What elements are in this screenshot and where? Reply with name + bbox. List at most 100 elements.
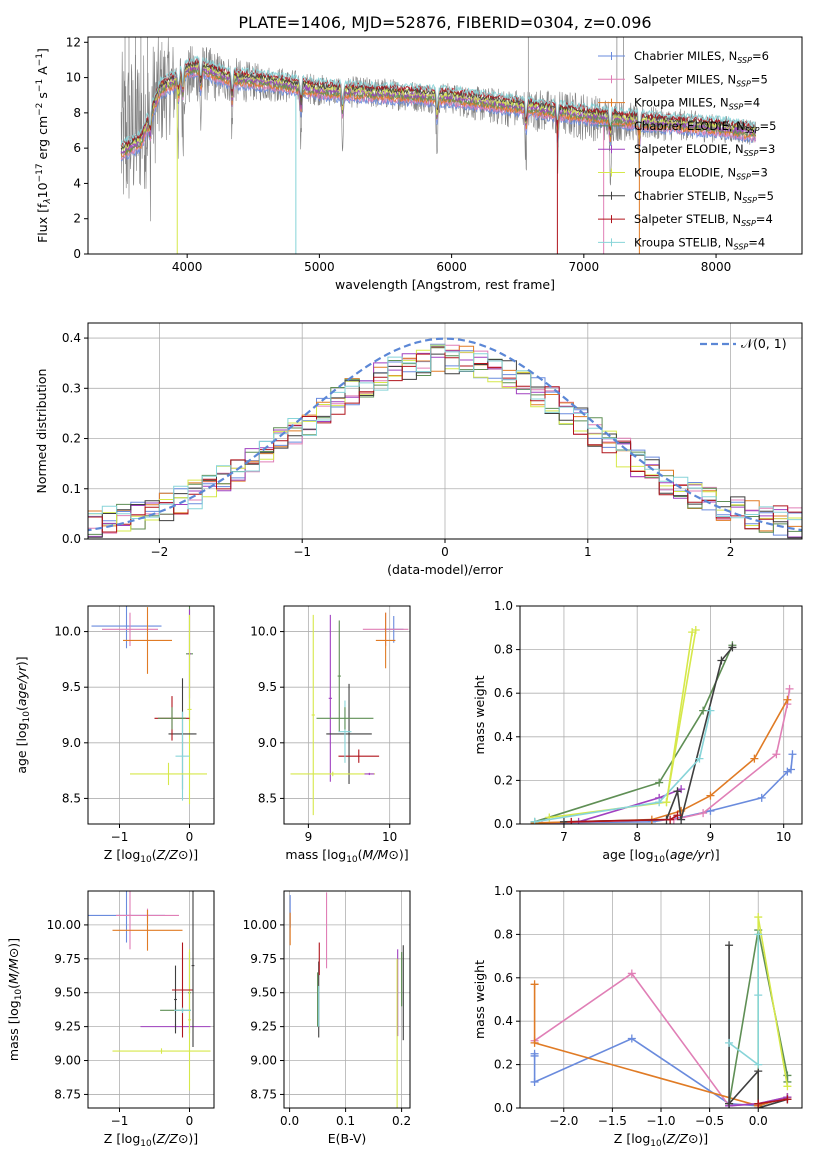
- residuals-ylabel: Normed distribution: [34, 369, 49, 494]
- spectrum-legend: Chabrier MILES, NSSP=6 Salpeter MILES, NS…: [598, 49, 776, 251]
- weight-vs-Z-plot-area: [530, 913, 792, 1108]
- mass-vs-Z-frame: −1 0 8.75 9.00 9.25 9.50 9.75 10.00 Z [log10(Z/Z…: [6, 890, 215, 1149]
- spectrum-ylabel: Flux [fλ10−17 erg cm−2 s−1 A−1]: [35, 48, 53, 243]
- weight-vs-Z-point-marker: [754, 991, 763, 1000]
- residuals-ytick-label: 0.3: [62, 381, 81, 395]
- weight-vs-age-point-marker: [530, 817, 539, 824]
- spectrum-ytick-label: 10: [66, 71, 81, 85]
- weight-vs-age-point-marker: [706, 791, 715, 800]
- legend-label-3: Chabrier ELODIE, NSSP=5: [634, 119, 776, 135]
- weight-vs-age-point-marker: [699, 809, 708, 818]
- mass-vs-EBV-axes: [284, 891, 410, 1108]
- age-vs-mass-ytick-label: 9.5: [258, 680, 277, 694]
- weight-vs-age-ytick-label: 1.0: [494, 599, 513, 613]
- weight-vs-age-point-marker: [706, 706, 715, 715]
- mass-vs-Z-ytick-label: 9.25: [54, 1020, 81, 1034]
- weight-vs-Z-point-marker: [627, 969, 636, 978]
- age-vs-Z-xtick-label: −1: [111, 830, 129, 844]
- mass-vs-EBV-ytick-label: 10.00: [243, 918, 277, 932]
- age-vs-mass-axes: [284, 606, 410, 824]
- normal-legend-label: 𝒩(0, 1): [741, 336, 787, 351]
- weight-vs-Z-xtick-label: −1.0: [646, 1114, 675, 1128]
- legend-label-1: Salpeter MILES, NSSP=5: [634, 72, 768, 88]
- spectrum-axes-frame: [87, 36, 803, 255]
- weight-vs-Z-point-marker: [530, 980, 539, 989]
- mass-vs-Z-ytick-label: 9.00: [54, 1054, 81, 1068]
- mass-vs-Z-ytick-label: 10.00: [47, 918, 81, 932]
- mass-vs-EBV-xtick-label: 0.2: [392, 1114, 411, 1128]
- mass-vs-Z-ylabel: mass [log10(M/M⊙)]: [6, 938, 24, 1061]
- mass-vs-Z-axes-frame: [87, 890, 215, 1109]
- mass-vs-Z-ytick-label: 8.75: [54, 1087, 81, 1101]
- mass-vs-EBV-ytick-label: 9.00: [250, 1054, 277, 1068]
- residuals-ytick-label: 0.2: [62, 432, 81, 446]
- age-vs-mass-axes-frame: [283, 605, 411, 825]
- spectrum-xtick-label: 7000: [569, 260, 600, 274]
- spectrum-xtick-label: 6000: [436, 260, 467, 274]
- age-vs-Z-xlabel: Z [log10(Z/Z⊙)]: [104, 847, 198, 865]
- weight-vs-age-xlabel: age [log10(age/yr)]: [602, 847, 719, 865]
- residuals-xlabel: (data-model)/error: [387, 562, 504, 577]
- residuals-xtick-label: 2: [727, 545, 735, 559]
- mass-vs-Z-xtick-label: 0: [186, 1114, 194, 1128]
- mass-vs-Z-ytick-label: 9.75: [54, 952, 81, 966]
- weight-vs-Z-point-marker: [783, 1082, 792, 1091]
- residuals-axes: [88, 323, 802, 540]
- spectrum-ytick-label: 6: [73, 141, 81, 155]
- weight-vs-Z-point-marker: [783, 1095, 792, 1104]
- residual-hist-8: [88, 345, 802, 535]
- weight-vs-age-point-marker: [662, 798, 671, 807]
- spectrum-ytick-label: 8: [73, 106, 81, 120]
- age-vs-Z-ytick-label: 10.0: [54, 625, 81, 639]
- spectrum-ytick-label: 4: [73, 176, 81, 190]
- weight-vs-age-axes-frame: [519, 605, 803, 825]
- spectrum-ytick-label: 2: [73, 212, 81, 226]
- weight-vs-age-point-marker: [787, 765, 796, 774]
- weight-vs-age-ytick-label: 0.4: [494, 730, 513, 744]
- weight-vs-Z-ytick-label: 0.0: [494, 1101, 513, 1115]
- weight-vs-age-xtick-label: 9: [707, 830, 715, 844]
- residuals-xtick-label: 1: [584, 545, 592, 559]
- age-vs-mass-xtick-label: 10: [382, 830, 397, 844]
- weight-vs-Z-ytick-label: 0.8: [494, 927, 513, 941]
- age-vs-mass-plot-area: [290, 612, 409, 816]
- age-vs-Z-axes-frame: [87, 605, 215, 825]
- age-vs-mass-ytick-label: 10.0: [250, 625, 277, 639]
- residuals-frame: −2 −1 0 1 2 0.0 0.1 0.2 0.3 0.4 (data-model)/error…: [34, 322, 803, 577]
- weight-vs-Z-ytick-label: 0.4: [494, 1014, 513, 1028]
- weight-vs-Z-point-marker: [754, 913, 763, 922]
- age-vs-Z-xtick-label: 0: [186, 830, 194, 844]
- age-vs-Z-ytick-label: 9.5: [62, 680, 81, 694]
- spectrum-frame: 4000 5000 6000 7000 8000 0 2 4 6 8 10 12 wavelength …: [35, 35, 803, 292]
- weight-vs-Z-series-line: [758, 1098, 788, 1105]
- residuals-xtick-label: −1: [293, 545, 311, 559]
- legend-label-2: Kroupa MILES, NSSP=4: [634, 96, 760, 112]
- legend-label-0: Chabrier MILES, NSSP=6: [634, 49, 769, 65]
- weight-vs-age-point-marker: [757, 793, 766, 802]
- spectrum-xtick-label: 8000: [701, 260, 732, 274]
- weight-vs-age-point-marker: [567, 817, 576, 824]
- weight-vs-Z-ytick-label: 0.2: [494, 1058, 513, 1072]
- mass-vs-Z-xtick-label: −1: [111, 1114, 129, 1128]
- weight-vs-age-ylabel: mass weight: [472, 675, 487, 754]
- residuals-ytick-label: 0.1: [62, 482, 81, 496]
- mass-vs-Z-plot-area: [88, 891, 211, 1091]
- residuals-ytick-label: 0.0: [62, 532, 81, 546]
- age-vs-Z-ytick-label: 9.0: [62, 736, 81, 750]
- legend-label-4: Salpeter ELODIE, NSSP=3: [634, 142, 775, 158]
- spectrum-model-line: [120, 55, 756, 146]
- weight-vs-age-xtick-label: 7: [560, 830, 568, 844]
- mass-vs-Z-ytick-label: 9.50: [54, 986, 81, 1000]
- weight-vs-age-point-marker: [706, 806, 715, 815]
- age-vs-Z-frame: −1 0 8.5 9.0 9.5 10.0 Z [log10(Z/Z⊙)] age [log1…: [14, 605, 215, 865]
- mass-vs-EBV-ytick-label: 8.75: [250, 1087, 277, 1101]
- weight-vs-age-ytick-label: 0.0: [494, 817, 513, 831]
- weight-vs-age-point-marker: [655, 778, 664, 787]
- weight-vs-Z-xlabel: Z [log10(Z/Z⊙)]: [614, 1131, 708, 1149]
- weight-vs-Z-point-marker: [754, 1060, 763, 1069]
- weight-vs-age-series-line: [665, 632, 693, 803]
- mass-vs-EBV-ytick-label: 9.75: [250, 952, 277, 966]
- weight-vs-Z-point-marker: [530, 1038, 539, 1047]
- weight-vs-Z-point-marker: [725, 941, 734, 950]
